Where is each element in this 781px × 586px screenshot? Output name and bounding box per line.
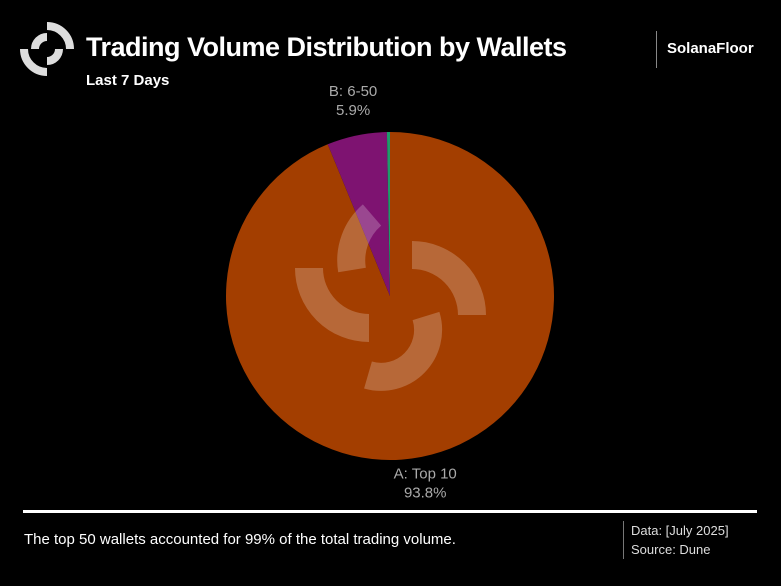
brand-name: SolanaFloor [667, 40, 754, 57]
chart-subtitle: Last 7 Days [86, 72, 170, 89]
slice-name-label: A: Top 10 [394, 466, 457, 483]
footer-note: The top 50 wallets accounted for 99% of … [24, 531, 456, 548]
footer-rule [23, 510, 757, 513]
data-date: Data: [July 2025] [631, 523, 729, 538]
brand-divider [656, 31, 657, 68]
source-divider [623, 521, 624, 559]
watermark-logo [295, 204, 486, 391]
slice-name-label: B: 6-50 [329, 83, 377, 100]
data-source: Source: Dune [631, 542, 711, 557]
chart-title: Trading Volume Distribution by Wallets [86, 32, 567, 62]
source-block: Data: [July 2025] Source: Dune [631, 521, 729, 559]
solanafloor-logo-icon [20, 22, 74, 76]
slice-value-label: 93.8% [404, 485, 447, 502]
pie-chart: A: Top 10 93.8% B: 6-50 5.9% [225, 83, 554, 502]
slice-value-label: 5.9% [336, 102, 370, 119]
pie-slice-2 [386, 132, 390, 296]
pie-slice-1 [327, 132, 390, 296]
